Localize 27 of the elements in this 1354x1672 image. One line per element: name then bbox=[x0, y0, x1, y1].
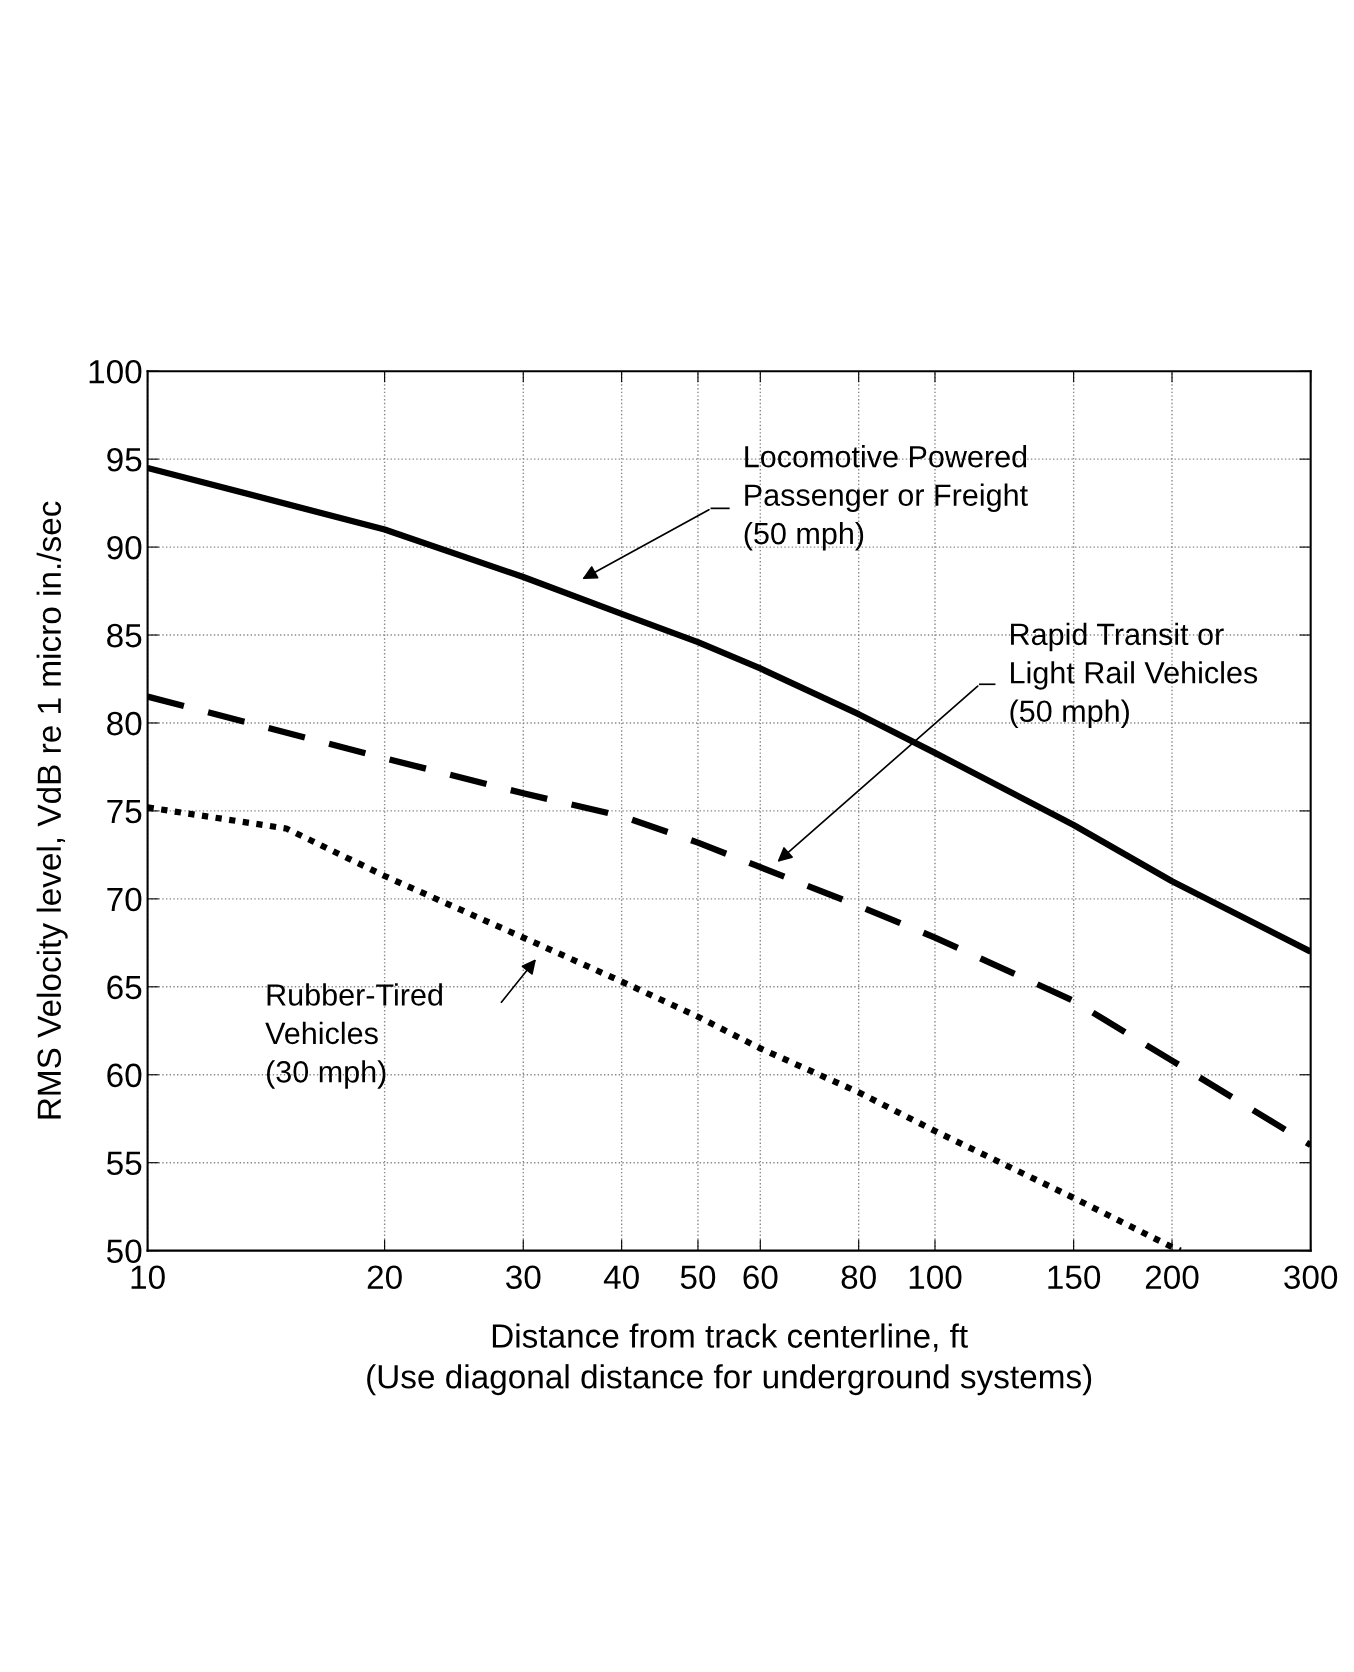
x-tick-label: 300 bbox=[1284, 1265, 1338, 1290]
y-tick-label: 65 bbox=[107, 975, 142, 1000]
y-tick-label: 75 bbox=[107, 800, 142, 824]
y-tick-label: 80 bbox=[107, 711, 142, 736]
y-axis-title: RMS Velocity level, VdB re 1 micro in./sec bbox=[36, 501, 68, 1119]
x-tick-label: 60 bbox=[743, 1265, 778, 1290]
x-tick-label: 30 bbox=[506, 1265, 541, 1290]
x-tick-label: 10 bbox=[131, 1265, 165, 1290]
y-tick-label: 70 bbox=[107, 887, 142, 912]
y-tick-label: 55 bbox=[106, 1151, 142, 1176]
x-tick-label: 50 bbox=[680, 1265, 716, 1290]
x-tick-label: 40 bbox=[603, 1265, 639, 1290]
annotation: Locomotive Powered Passenger or Freight (50 mph) bbox=[744, 445, 1028, 551]
x-axis-title: Distance from track centerline, ft (Use diagonal distance for underground systems) bbox=[367, 1323, 1092, 1396]
annotation: Rubber-Tired Vehicles (30 mph) bbox=[265, 983, 442, 1089]
y-tick-label: 85 bbox=[107, 623, 142, 648]
x-tick-label: 150 bbox=[1048, 1265, 1101, 1290]
x-tick-label: 20 bbox=[367, 1265, 402, 1290]
x-tick-label: 100 bbox=[909, 1265, 962, 1290]
y-tick-label: 60 bbox=[107, 1063, 142, 1088]
y-tick-label: 95 bbox=[107, 447, 142, 472]
annotation: Rapid Transit or Light Rail Vehicles (50 mph) bbox=[1010, 622, 1258, 729]
y-tick-label: 50 bbox=[106, 1239, 142, 1264]
y-tick-label: 100 bbox=[89, 359, 142, 384]
x-tick-label: 200 bbox=[1145, 1265, 1199, 1290]
x-tick-label: 80 bbox=[841, 1265, 876, 1290]
y-tick-label: 90 bbox=[107, 535, 142, 560]
